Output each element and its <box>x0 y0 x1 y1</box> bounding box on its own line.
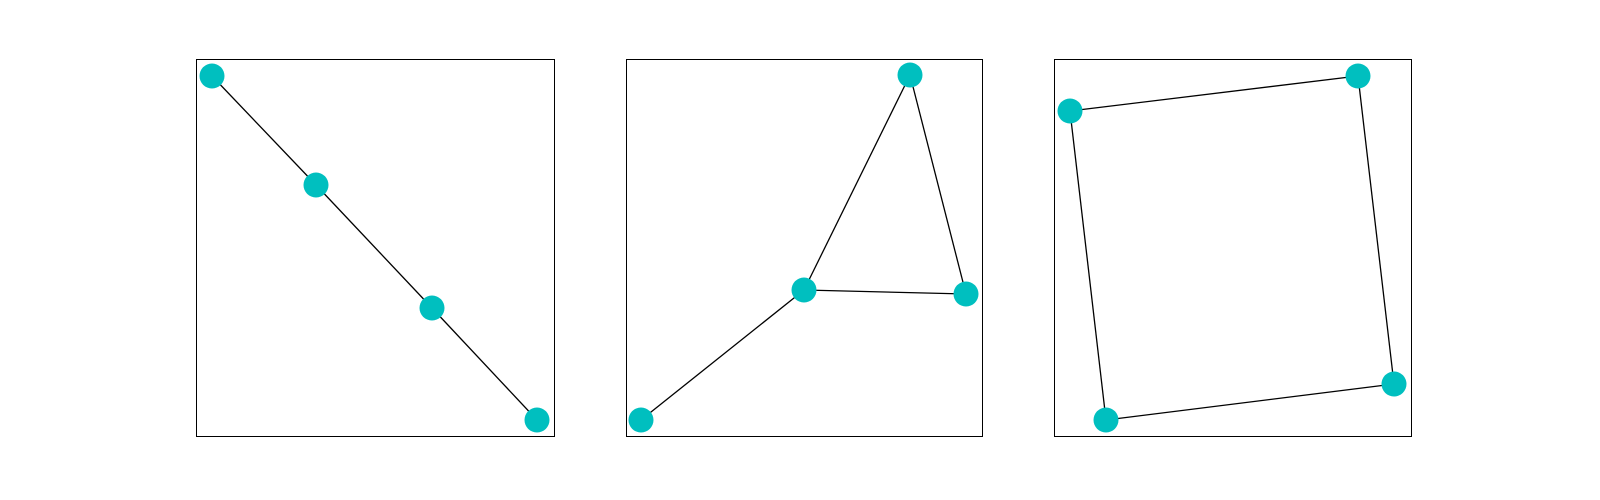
node <box>1057 98 1083 124</box>
node <box>953 281 979 307</box>
edge <box>211 75 317 186</box>
node <box>1093 407 1119 433</box>
node <box>791 277 817 303</box>
panel-frame <box>196 59 555 437</box>
edge <box>803 74 911 291</box>
edge <box>1357 75 1395 385</box>
edge <box>315 184 433 309</box>
edge <box>803 289 967 295</box>
edge <box>909 74 967 295</box>
node <box>1345 63 1371 89</box>
node <box>897 62 923 88</box>
edge <box>1069 75 1359 112</box>
edge <box>1105 383 1395 421</box>
edge <box>1069 110 1107 421</box>
node <box>628 407 654 433</box>
edge <box>640 289 805 421</box>
edge <box>431 307 538 421</box>
node <box>1381 371 1407 397</box>
panel-frame <box>1054 59 1412 437</box>
node <box>419 295 445 321</box>
panel-frame <box>626 59 983 437</box>
node <box>524 407 550 433</box>
node <box>303 172 329 198</box>
node <box>199 63 225 89</box>
